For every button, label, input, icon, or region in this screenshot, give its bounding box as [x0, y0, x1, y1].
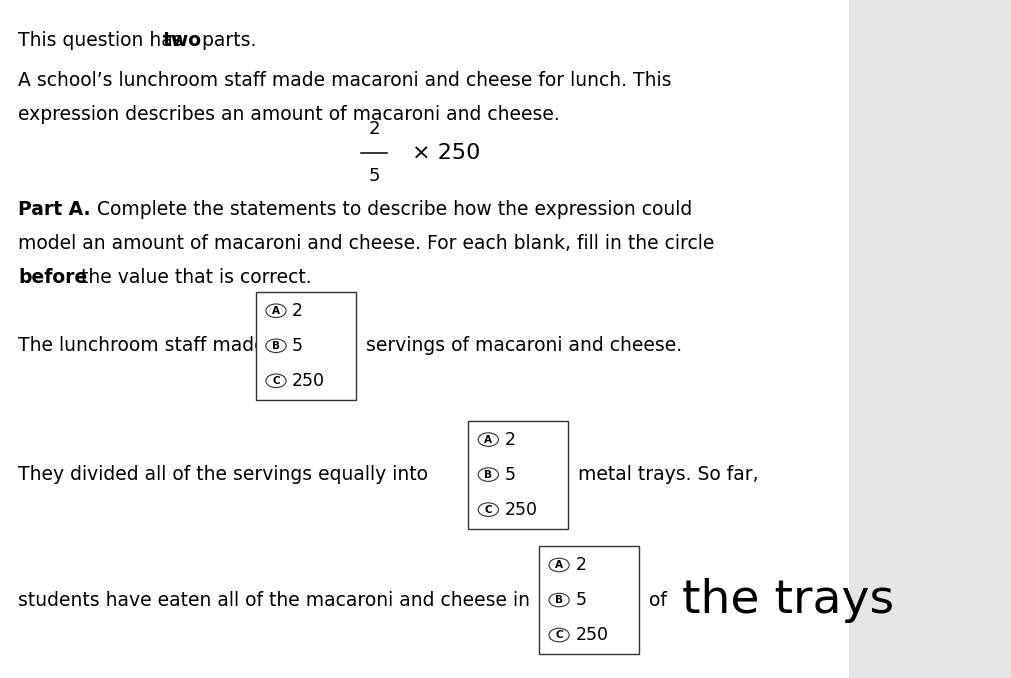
Circle shape: [478, 468, 498, 481]
Text: The lunchroom staff made: The lunchroom staff made: [18, 336, 266, 355]
Text: parts.: parts.: [196, 31, 257, 49]
Text: B: B: [484, 470, 492, 479]
Text: Complete the statements to describe how the expression could: Complete the statements to describe how …: [91, 200, 693, 219]
Text: This question has: This question has: [18, 31, 189, 49]
Text: model an amount of macaroni and cheese. For each blank, fill in the circle: model an amount of macaroni and cheese. …: [18, 234, 715, 253]
FancyBboxPatch shape: [849, 0, 1011, 678]
FancyBboxPatch shape: [256, 292, 356, 400]
Circle shape: [549, 593, 569, 607]
Text: 5: 5: [504, 466, 516, 483]
Text: 2: 2: [292, 302, 303, 320]
Text: × 250: × 250: [412, 142, 481, 163]
FancyBboxPatch shape: [468, 420, 568, 529]
Circle shape: [266, 374, 286, 388]
Circle shape: [549, 558, 569, 572]
Text: 5: 5: [368, 167, 380, 186]
Text: 250: 250: [504, 500, 538, 519]
Text: the trays: the trays: [682, 578, 895, 622]
Text: the value that is correct.: the value that is correct.: [75, 268, 311, 287]
Text: B: B: [555, 595, 563, 605]
Text: 2: 2: [575, 556, 586, 574]
Text: B: B: [272, 341, 280, 351]
Circle shape: [549, 629, 569, 642]
Text: 5: 5: [575, 591, 586, 609]
Text: 2: 2: [368, 119, 380, 138]
Text: expression describes an amount of macaroni and cheese.: expression describes an amount of macaro…: [18, 105, 560, 124]
FancyBboxPatch shape: [539, 546, 639, 654]
Text: A school’s lunchroom staff made macaroni and cheese for lunch. This: A school’s lunchroom staff made macaroni…: [18, 71, 671, 90]
Text: A: A: [555, 560, 563, 570]
Text: two: two: [163, 31, 202, 49]
Text: of: of: [649, 591, 667, 610]
Circle shape: [478, 433, 498, 446]
Text: They divided all of the servings equally into: They divided all of the servings equally…: [18, 465, 429, 484]
Text: A: A: [484, 435, 492, 445]
Text: 250: 250: [575, 626, 609, 644]
Text: C: C: [555, 630, 563, 640]
Circle shape: [478, 503, 498, 517]
Text: before: before: [18, 268, 87, 287]
Circle shape: [266, 304, 286, 317]
Text: servings of macaroni and cheese.: servings of macaroni and cheese.: [366, 336, 682, 355]
Text: 5: 5: [292, 337, 303, 355]
Text: C: C: [272, 376, 280, 386]
Text: metal trays. So far,: metal trays. So far,: [578, 465, 759, 484]
Text: C: C: [484, 504, 492, 515]
Text: 250: 250: [292, 372, 326, 390]
Text: students have eaten all of the macaroni and cheese in: students have eaten all of the macaroni …: [18, 591, 530, 610]
Text: Part A.: Part A.: [18, 200, 91, 219]
Text: 2: 2: [504, 431, 516, 449]
Circle shape: [266, 339, 286, 353]
Text: A: A: [272, 306, 280, 316]
